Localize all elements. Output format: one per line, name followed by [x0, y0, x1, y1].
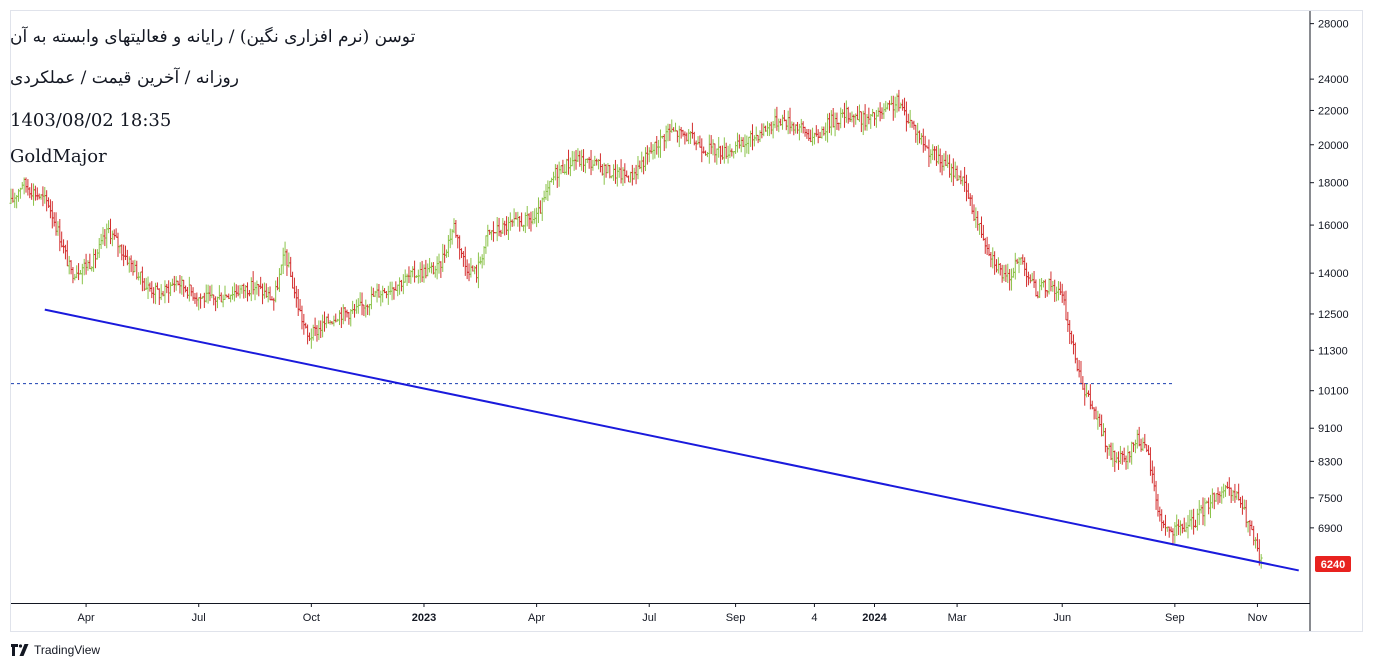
time-tick-label: Apr	[78, 612, 95, 624]
price-tick-label: 24000	[1318, 74, 1349, 86]
price-tick-label: 12500	[1318, 309, 1349, 321]
price-tick-label: 18000	[1318, 178, 1349, 190]
price-tick-label: 9100	[1318, 423, 1342, 435]
symbol-title: توسن (نرم افزاری نگین) / رایانه و فعالیت…	[10, 27, 416, 47]
price-tick-label: 11300	[1318, 345, 1348, 357]
chart-frame	[10, 10, 1363, 632]
last-price-badge	[1315, 556, 1351, 573]
time-tick-label: Jul	[642, 612, 656, 624]
last-price-label: 6240	[1321, 559, 1345, 571]
support-trendline	[44, 308, 1299, 572]
time-tick-label: Nov	[1248, 612, 1268, 624]
axes: 28000 24000 22000 20000 18000 16000 14000 12500…	[11, 11, 1351, 631]
price-tick-label: 16000	[1318, 220, 1349, 232]
price-tick-label: 28000	[1318, 19, 1349, 31]
time-tick-label: 2024	[862, 612, 887, 624]
price-tick-label: 22000	[1318, 105, 1349, 117]
time-tick-label: Oct	[303, 612, 320, 624]
tradingview-attribution[interactable]: TradingView	[11, 641, 100, 659]
time-tick-label: Jun	[1053, 612, 1071, 624]
time-tick-label: Apr	[528, 612, 545, 624]
time-tick-label: Sep	[726, 612, 746, 624]
time-tick-label: Mar	[948, 612, 967, 624]
drawings	[11, 308, 1299, 572]
time-tick-label: 2023	[412, 612, 436, 624]
tradingview-brand: TradingView	[34, 643, 101, 657]
author-name: GoldMajor	[10, 146, 107, 167]
time-tick-label: Jul	[192, 612, 206, 624]
time-tick-label: Sep	[1165, 612, 1185, 624]
ohlc-bars	[9, 89, 1263, 569]
price-tick-label: 8300	[1318, 456, 1342, 468]
price-tick-label: 10100	[1318, 386, 1349, 398]
price-tick-label: 14000	[1318, 268, 1349, 280]
price-tick-label: 7500	[1318, 493, 1342, 505]
publish-datetime: 1403/08/02 18:35	[10, 110, 172, 131]
tradingview-logo-icon	[11, 644, 29, 656]
price-tick-label: 6900	[1318, 523, 1342, 535]
chart-settings-text: روزانه / آخرین قیمت / عملکردی	[10, 68, 239, 88]
time-tick-label: 4	[811, 612, 817, 624]
price-tick-label: 20000	[1318, 140, 1349, 152]
